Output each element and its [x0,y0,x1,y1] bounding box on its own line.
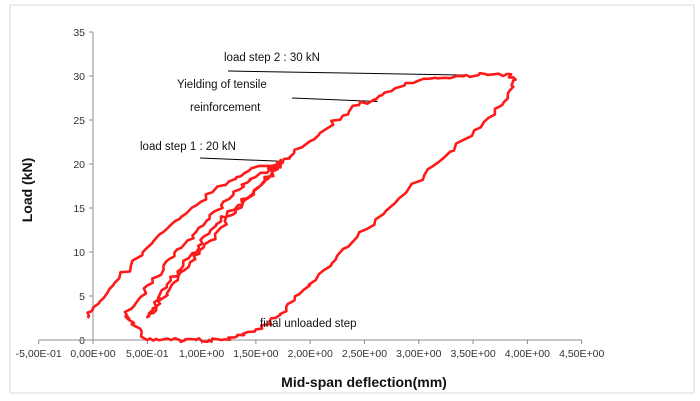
x-tick-label: 4,00E+00 [505,348,550,360]
annotation-load-step-1: load step 1 : 20 kN [140,141,236,153]
x-tick-label: 4,50E+00 [559,348,604,360]
y-axis-title: Load (kN) [19,158,35,223]
series-group [86,71,517,344]
y-tick-label: 35 [73,27,85,39]
x-tick-label: 0,00E+00 [70,348,115,360]
x-tick-label: -5,00E-01 [16,348,62,360]
x-tick-label: 1,50E+00 [233,348,278,360]
x-tick-label: 2,00E+00 [288,348,333,360]
y-tick-label: 20 [73,159,85,171]
x-tick-label: 2,50E+00 [342,348,387,360]
x-tick-label: 3,50E+00 [450,348,495,360]
series-line-0 [86,71,517,344]
annotation-final-unloaded-step: final unloaded step [260,318,357,330]
annotation-leader-lines [199,70,468,162]
x-tick-label: 1,00E+00 [179,348,224,360]
y-tick-label: 10 [73,247,85,259]
annotation-leader-line [227,70,468,76]
y-tick-label: 30 [73,71,85,83]
y-tick-label: 0 [79,335,85,347]
annotation-yielding-line2: reinforcement [190,102,261,114]
annotation-leader-line [291,97,378,103]
x-axis-ticks: -5,00E-01 0,00E+00 5,00E-01 1,00E+00 1,50E+0… [16,340,604,360]
axes [38,32,582,341]
y-tick-label: 25 [73,115,85,127]
annotation-leader-line [199,157,284,162]
annotation-yielding-line1: Yielding of tensile [177,79,267,91]
chart-border [9,4,695,394]
y-tick-label: 15 [73,203,85,215]
annotation-load-step-2: load step 2 : 30 kN [224,52,320,64]
x-tick-label: 5,00E-01 [126,348,169,360]
x-axis-title: Mid-span deflection(mm) [281,374,447,390]
y-axis-ticks: 0 5 10 15 20 25 30 35 [73,27,93,347]
x-tick-label: 3,00E+00 [396,348,441,360]
y-tick-label: 5 [79,291,85,303]
